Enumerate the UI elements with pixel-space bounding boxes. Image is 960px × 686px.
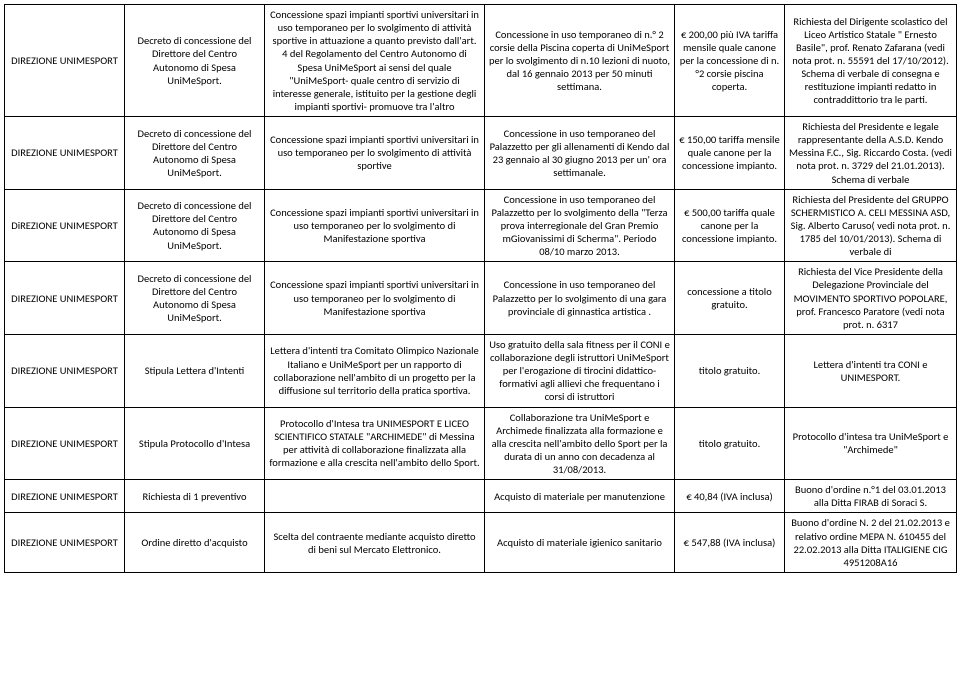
cell-col4: Uso gratuito della sala fitness per il C… — [485, 334, 675, 407]
cell-col4: Concessione in uso temporaneo del Palazz… — [485, 117, 675, 190]
cell-col6: Richiesta del Presidente del GRUPPO SCHE… — [785, 189, 957, 262]
cell-col1: DIREZIONE UNIMESPORT — [5, 117, 125, 190]
cell-col6: Buono d'ordine N. 2 del 21.02.2013 e rel… — [785, 513, 957, 573]
table-row: DIREZIONE UNIMESPORTStipula Lettera d'In… — [5, 334, 957, 407]
cell-col4: Concessione in uso temporaneo del Palazz… — [485, 262, 675, 335]
cell-col3: Concessione spazi impianti sportivi univ… — [265, 117, 485, 190]
cell-col3: Scelta del contraente mediante acquisto … — [265, 513, 485, 573]
cell-col6: Richiesta del Vice Presidente della Dele… — [785, 262, 957, 335]
cell-col1: DIREZIONE UNIMESPORT — [5, 334, 125, 407]
cell-col5: € 200,00 più IVA tariffa mensile quale c… — [675, 5, 785, 117]
table-row: DIREZIONE UNIMESPORTDecreto di concessio… — [5, 5, 957, 117]
cell-col2: Richiesta di 1 preventivo — [125, 480, 265, 513]
cell-col3: Concessione spazi impianti sportivi univ… — [265, 5, 485, 117]
cell-col4: Acquisto di materiale igienico sanitario — [485, 513, 675, 573]
data-table: DIREZIONE UNIMESPORTDecreto di concessio… — [4, 4, 957, 573]
table-row: DIREZIONE UNIMESPORTDecreto di concessio… — [5, 117, 957, 190]
cell-col2: Stipula Lettera d'Intenti — [125, 334, 265, 407]
cell-col1: DIREZIONE UNIMESPORT — [5, 480, 125, 513]
cell-col5: concessione a titolo gratuito. — [675, 262, 785, 335]
cell-col1: DIREZIONE UNIMESPORT — [5, 5, 125, 117]
cell-col2: Decreto di concessione del Direttore del… — [125, 262, 265, 335]
cell-col1: DIREZIONE UNIMESPORT — [5, 513, 125, 573]
cell-col2: Decreto di concessione del Direttore del… — [125, 189, 265, 262]
cell-col2: Stipula Protocollo d'Intesa — [125, 407, 265, 480]
cell-col5: titolo gratuito. — [675, 407, 785, 480]
cell-col3: Lettera d'intenti tra Comitato Olimpico … — [265, 334, 485, 407]
table-row: DIREZIONE UNIMESPORTOrdine diretto d'acq… — [5, 513, 957, 573]
table-row: DIREZIONE UNIMESPORTDecreto di concessio… — [5, 262, 957, 335]
table-row: DiREZIONE UNIMESPORTDecreto di concessio… — [5, 189, 957, 262]
cell-col1: DIREZIONE UNIMESPORT — [5, 262, 125, 335]
cell-col4: Acquisto di materiale per manutenzione — [485, 480, 675, 513]
cell-col6: Protocollo d'intesa tra UniMeSport e "Ar… — [785, 407, 957, 480]
cell-col5: € 500,00 tariffa quale canone per la con… — [675, 189, 785, 262]
cell-col6: Richiesta del Dirigente scolastico del L… — [785, 5, 957, 117]
cell-col4: Concessione in uso temporaneo del Palazz… — [485, 189, 675, 262]
table-row: DIREZIONE UNIMESPORTStipula Protocollo d… — [5, 407, 957, 480]
cell-col5: € 150,00 tariffa mensile quale canone pe… — [675, 117, 785, 190]
cell-col5: € 547,88 (IVA inclusa) — [675, 513, 785, 573]
cell-col3: Concessione spazi impianti sportivi univ… — [265, 262, 485, 335]
cell-col3 — [265, 480, 485, 513]
cell-col5: € 40,84 (IVA inclusa) — [675, 480, 785, 513]
cell-col1: DIREZIONE UNIMESPORT — [5, 407, 125, 480]
cell-col5: titolo gratuito. — [675, 334, 785, 407]
cell-col2: Ordine diretto d'acquisto — [125, 513, 265, 573]
cell-col3: Concessione spazi impianti sportivi univ… — [265, 189, 485, 262]
cell-col6: Buono d'ordine n.°1 del 03.01.2013 alla … — [785, 480, 957, 513]
cell-col6: Lettera d'intenti tra CONI e UNIMESPORT. — [785, 334, 957, 407]
cell-col6: Richiesta del Presidente e legale rappre… — [785, 117, 957, 190]
cell-col3: Protocollo d'Intesa tra UNIMESPORT E LIC… — [265, 407, 485, 480]
table-row: DIREZIONE UNIMESPORTRichiesta di 1 preve… — [5, 480, 957, 513]
cell-col2: Decreto di concessione del Direttore del… — [125, 117, 265, 190]
cell-col1: DiREZIONE UNIMESPORT — [5, 189, 125, 262]
cell-col2: Decreto di concessione del Direttore del… — [125, 5, 265, 117]
cell-col4: Collaborazione tra UniMeSport e Archimed… — [485, 407, 675, 480]
cell-col4: Concessione in uso temporaneo di n.° 2 c… — [485, 5, 675, 117]
